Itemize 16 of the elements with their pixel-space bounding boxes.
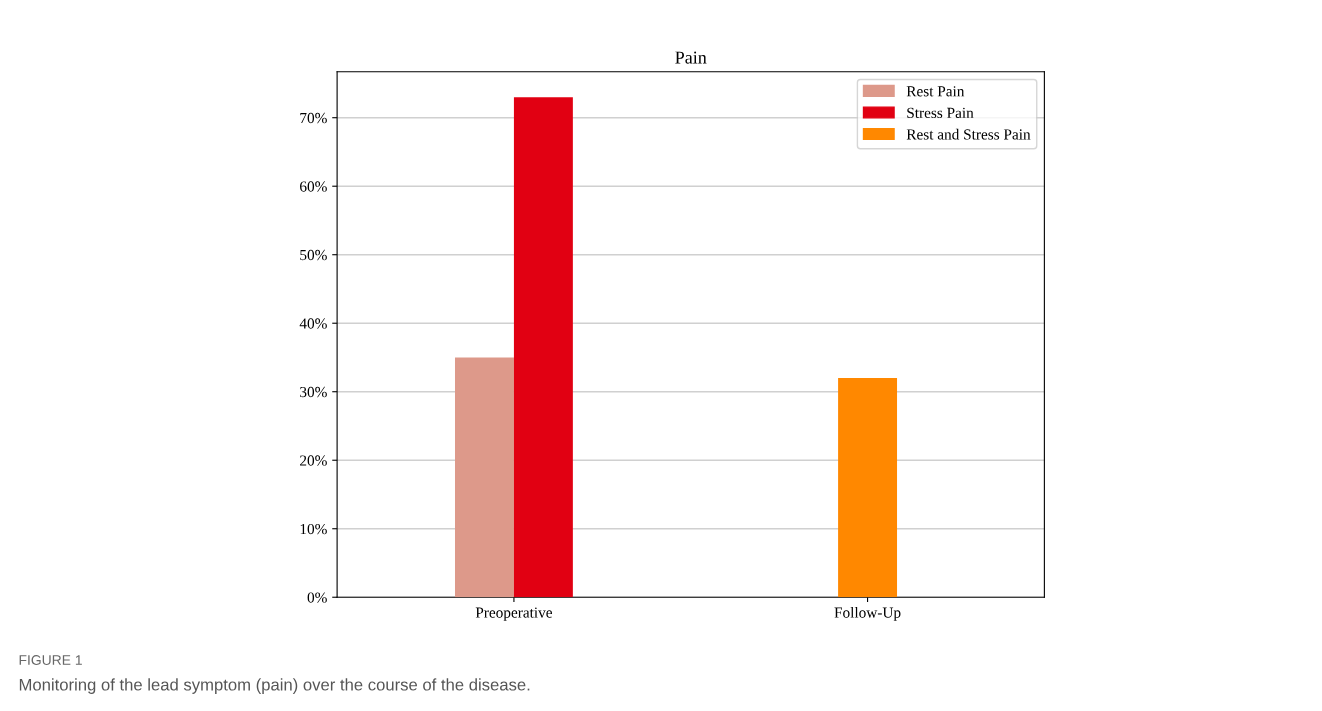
x-tick-label: Preoperative bbox=[475, 607, 552, 621]
y-tick-label: 50% bbox=[300, 249, 327, 261]
y-tick-label: 70% bbox=[300, 112, 327, 124]
caption: FIGURE 1 bbox=[19, 655, 82, 665]
legend-label: Stress Pain bbox=[907, 107, 974, 118]
text: Monitoring of the lead symptom (pain) over the course of the disease. bbox=[19, 678, 530, 694]
y-tick-label: 30% bbox=[300, 386, 327, 398]
y-tick-label: 10% bbox=[300, 523, 327, 535]
x-tick-label: Follow-Up bbox=[834, 606, 901, 621]
y-tick-label: 20% bbox=[300, 455, 327, 466]
legend-label: Rest and Stress Pain bbox=[906, 128, 1031, 140]
y-tick-label: 0% bbox=[307, 592, 327, 603]
chart-title: Pain bbox=[675, 51, 707, 64]
y-tick-label: 60% bbox=[300, 181, 327, 192]
y-tick-label: 40% bbox=[299, 318, 327, 329]
legend-label: Rest Pain bbox=[906, 86, 965, 97]
